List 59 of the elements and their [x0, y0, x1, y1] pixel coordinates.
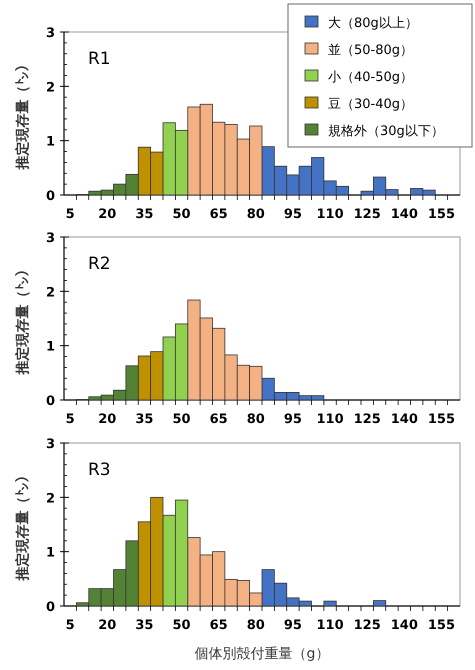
y-tick-label: 2	[46, 285, 55, 300]
x-tick-label: 50	[172, 618, 191, 633]
x-tick-label: 95	[284, 412, 302, 427]
legend-label: 小（40-50g）	[328, 70, 414, 85]
x-tick-label: 5	[66, 618, 75, 633]
x-tick-label: 80	[246, 618, 265, 633]
x-tick-label: 65	[210, 618, 228, 633]
x-tick-label: 80	[246, 412, 265, 427]
y-tick-label: 0	[46, 189, 55, 204]
x-tick-label: 140	[390, 207, 418, 222]
x-tick-label: 20	[98, 412, 116, 427]
y-tick-label: 3	[46, 437, 55, 452]
bar	[323, 600, 337, 606]
x-tick-label: 50	[172, 412, 191, 427]
x-tick-label: 35	[135, 618, 154, 633]
x-tick-label: 5	[66, 207, 75, 222]
x-tick-label: 110	[316, 412, 344, 427]
x-tick-label: 140	[390, 412, 418, 427]
x-tick-label: 20	[98, 207, 116, 222]
x-tick-label: 155	[428, 618, 456, 633]
y-tick-label: 2	[46, 491, 55, 506]
y-axis-title: 推定現存量（㌧）	[14, 58, 31, 170]
x-tick-label: 110	[316, 618, 344, 633]
x-tick-label: 155	[428, 412, 456, 427]
x-tick-label: 95	[284, 207, 302, 222]
x-tick-label: 35	[135, 412, 154, 427]
y-tick-label: 1	[46, 134, 55, 150]
x-tick-label: 155	[428, 207, 456, 222]
x-tick-label: 125	[354, 207, 381, 222]
x-tick-label: 140	[390, 618, 418, 633]
bar	[372, 600, 386, 606]
x-tick-label: 65	[210, 412, 228, 427]
x-axis-title: 個体別殻付重量（g）	[194, 646, 330, 662]
y-tick-label: 0	[46, 394, 55, 409]
text: R3	[88, 460, 111, 480]
legend-label: 規格外（30g以下）	[328, 124, 444, 139]
y-tick-label: 1	[46, 546, 55, 561]
x-tick-label: 50	[172, 207, 191, 222]
legend-label: 大（80g以上）	[328, 16, 418, 31]
y-tick-label: 0	[46, 600, 55, 615]
x-tick-label: 80	[246, 207, 265, 222]
y-tick-label: 3	[46, 26, 55, 41]
x-tick-label: 65	[210, 207, 228, 222]
x-tick-label: 20	[98, 618, 116, 633]
legend-label: 並（50-80g）	[328, 43, 414, 58]
y-tick-label: 3	[46, 231, 55, 246]
x-tick-label: 125	[354, 412, 381, 427]
text: R1	[88, 49, 111, 69]
x-tick-label: 110	[316, 207, 344, 222]
x-tick-label: 125	[354, 618, 381, 633]
y-tick-label: 2	[46, 80, 55, 96]
y-axis-title: 推定現存量（㌧）	[14, 468, 31, 582]
y-tick-label: 1	[46, 340, 55, 355]
y-axis-title: 推定現存量（㌧）	[14, 262, 31, 376]
text: R2	[88, 254, 111, 274]
x-tick-label: 5	[66, 412, 75, 427]
x-tick-label: 35	[135, 207, 154, 222]
legend-label: 豆（30-40g）	[328, 97, 414, 112]
x-tick-label: 95	[284, 618, 302, 633]
